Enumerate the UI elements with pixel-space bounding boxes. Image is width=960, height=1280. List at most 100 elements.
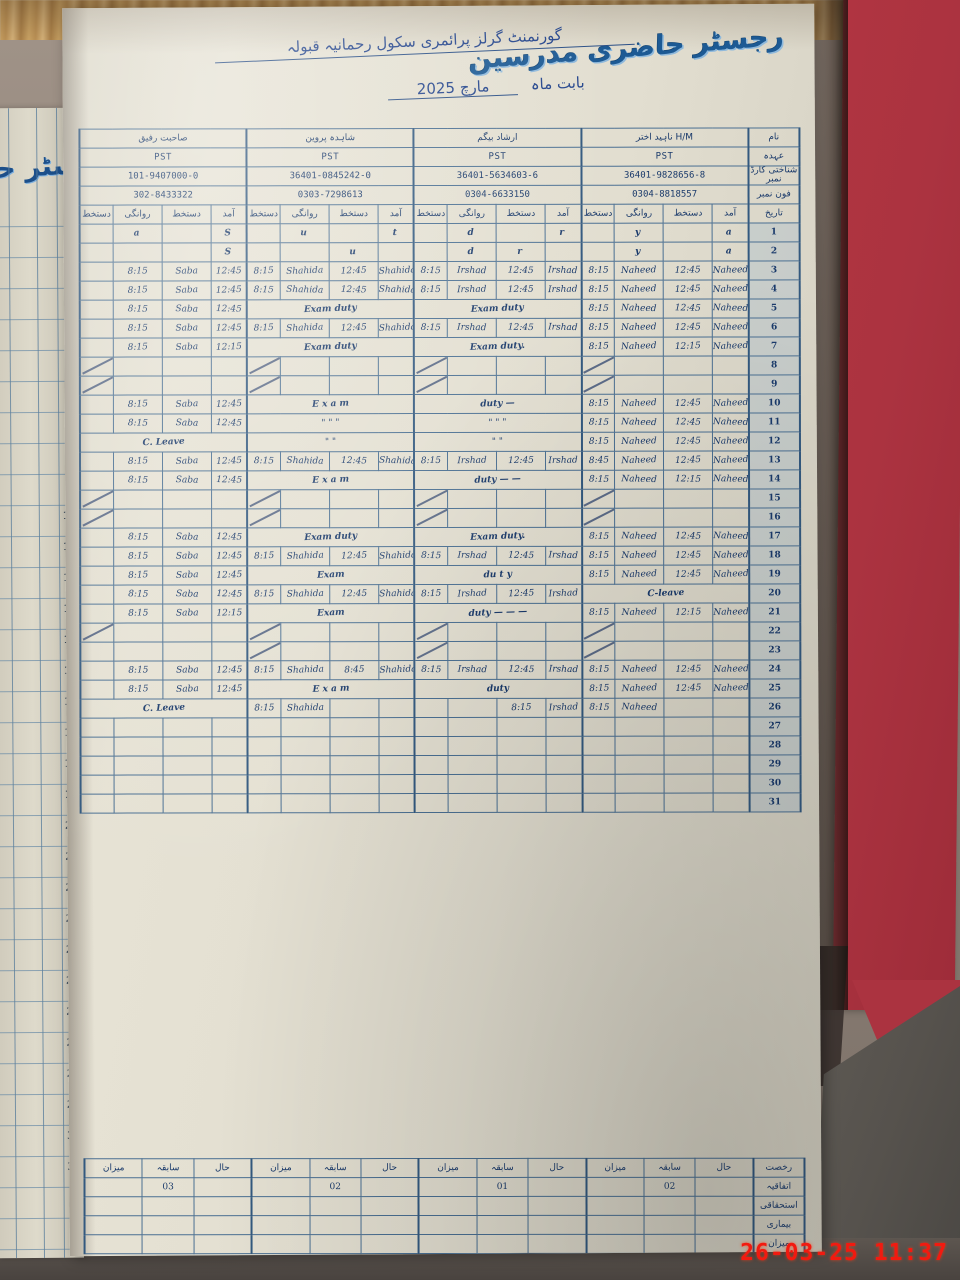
cell-departure: 8:15 (113, 318, 163, 339)
table-row: 8:15 Saba 12:45 Exam du t y 8:15 Naheed 12:45 Na… (80, 564, 801, 586)
summary-cell-total (418, 1234, 477, 1254)
cell-arrival: Irshad (545, 280, 582, 300)
cell-departure: Irshad (447, 451, 497, 471)
cell-struck (247, 489, 281, 509)
cell-struck (581, 375, 615, 395)
teacher-name-header: ارشاد بیگم (413, 128, 581, 148)
cell-empty (212, 774, 248, 794)
cell-departure-sig (80, 471, 114, 491)
cell-empty (162, 755, 213, 775)
cell-arrival: Naheed (712, 450, 749, 471)
month-label: بابت ماہ (530, 73, 585, 94)
day-number-cell: 27 (749, 716, 801, 736)
cell-departure-sig: 8:15 (247, 451, 281, 471)
cell-empty (414, 717, 449, 737)
day-number-cell: 20 (748, 583, 801, 603)
cell-arrival-sig (663, 242, 713, 262)
cell-arrival: 12:45 (211, 451, 248, 471)
cell-arrival: Naheed (712, 393, 749, 414)
summary-cell-previous (476, 1196, 529, 1216)
cell-arrival: 12:45 (211, 261, 247, 281)
cell-empty (582, 755, 616, 775)
cell-empty (114, 793, 164, 814)
cell-arrival: 12:15 (211, 603, 248, 623)
cell-departure-sig (79, 414, 114, 434)
cell-note: Exam duty. (414, 527, 582, 547)
cell-arrival-sig: Saba (162, 413, 212, 433)
month-line: بابت ماہ مارچ 2025 (254, 73, 585, 106)
cell-departure-sig (79, 319, 114, 339)
day-number-cell: 22 (748, 621, 801, 641)
cell-struck (113, 489, 163, 510)
table-row: 8:15 Saba 12:45 Exam duty Exam duty 8:15 Nahee… (79, 298, 800, 320)
cell-empty (163, 793, 213, 813)
cell-struck (414, 622, 449, 642)
cell-note: E x a m (247, 394, 415, 414)
cell-arrival: Irshad (545, 261, 582, 281)
cell-struck (614, 375, 664, 395)
subcol-arrival: آمد (712, 203, 749, 224)
cell-empty (247, 793, 282, 813)
cell-empty (80, 756, 114, 776)
summary-cell-total (251, 1177, 310, 1197)
cell-struck (162, 356, 212, 376)
cell-arrival: Irshad (546, 546, 582, 566)
cell-arrival-sig: Saba (162, 337, 212, 357)
cell-note: E x a m (247, 679, 415, 699)
cell-departure: Irshad (447, 280, 497, 300)
cell-arrival-sig: 12:45 (496, 280, 546, 300)
cell-arrival: Shahida (378, 280, 415, 300)
cell-departure-sig (79, 395, 114, 415)
day-number-cell: 6 (748, 317, 800, 337)
cell-arrival-sig: Saba (162, 603, 212, 623)
cell-arrival-sig: 12:45 (664, 565, 714, 585)
cell-departure-sig (79, 262, 114, 282)
cell-empty (330, 793, 380, 813)
table-row: 8 (79, 355, 800, 377)
cell-struck (664, 508, 714, 528)
table-row: 15 (80, 488, 801, 510)
cell-arrival-sig: Saba (162, 394, 212, 414)
cell-arrival-sig: 12:45 (496, 546, 547, 566)
subcol-departure-sig: دستخط (79, 205, 114, 225)
cell-struck (664, 641, 714, 661)
cell-departure: 8:15 (113, 546, 163, 567)
cell-departure-sig (79, 300, 114, 320)
leave-summary-table: میزان سابقہ حال میزان سابقہ حال میزان سابقہ حال م… (83, 1158, 805, 1255)
cell-empty (448, 793, 498, 813)
table-row: 8:15 Saba 12:45 8:15 Shahida 12:45 Shahida 8:15… (79, 260, 800, 282)
cell-departure: Irshad (447, 546, 498, 566)
cell-note: Exam duty (247, 527, 415, 547)
cell-struck (113, 356, 163, 377)
table-row: 8:15 Saba 12:45 8:15 Shahida 12:45 Shahida 8:15… (79, 279, 800, 301)
cell-arrival: Naheed (712, 260, 749, 281)
cell-departure-sig (80, 547, 114, 567)
cell-departure-sig (581, 242, 615, 262)
table-row: 22 (80, 621, 801, 643)
cell-departure: Naheed (614, 299, 664, 319)
summary-cell-total (84, 1234, 143, 1254)
cell-departure-sig (246, 223, 281, 243)
cell-struck (329, 508, 379, 528)
cell-empty (113, 641, 163, 662)
cell-struck (211, 622, 248, 642)
cell-empty (497, 774, 547, 794)
cell-note: Exam (247, 565, 415, 585)
summary-cell-total (84, 1177, 143, 1197)
cell-departure: 8:15 (113, 280, 163, 301)
cell-struck (247, 622, 281, 642)
summary-cell-current (528, 1234, 587, 1254)
summary-cell-previous (142, 1196, 194, 1216)
cell-empty (546, 774, 583, 794)
header-row-designation: PST PST PST PST عہدہ (79, 146, 800, 168)
summary-cell-current (360, 1177, 419, 1197)
cell-note: Exam (247, 603, 415, 623)
cell-arrival-sig: 12:45 (663, 299, 713, 319)
cell-struck (713, 640, 750, 661)
cell-departure: Shahida (280, 584, 330, 604)
summary-cell-current (193, 1234, 252, 1254)
subcol-departure-sig: دستخط (413, 204, 448, 224)
subcol-departure: روانگی (447, 204, 497, 224)
cell-empty (163, 774, 213, 794)
cell-arrival-sig: Saba (162, 261, 212, 281)
